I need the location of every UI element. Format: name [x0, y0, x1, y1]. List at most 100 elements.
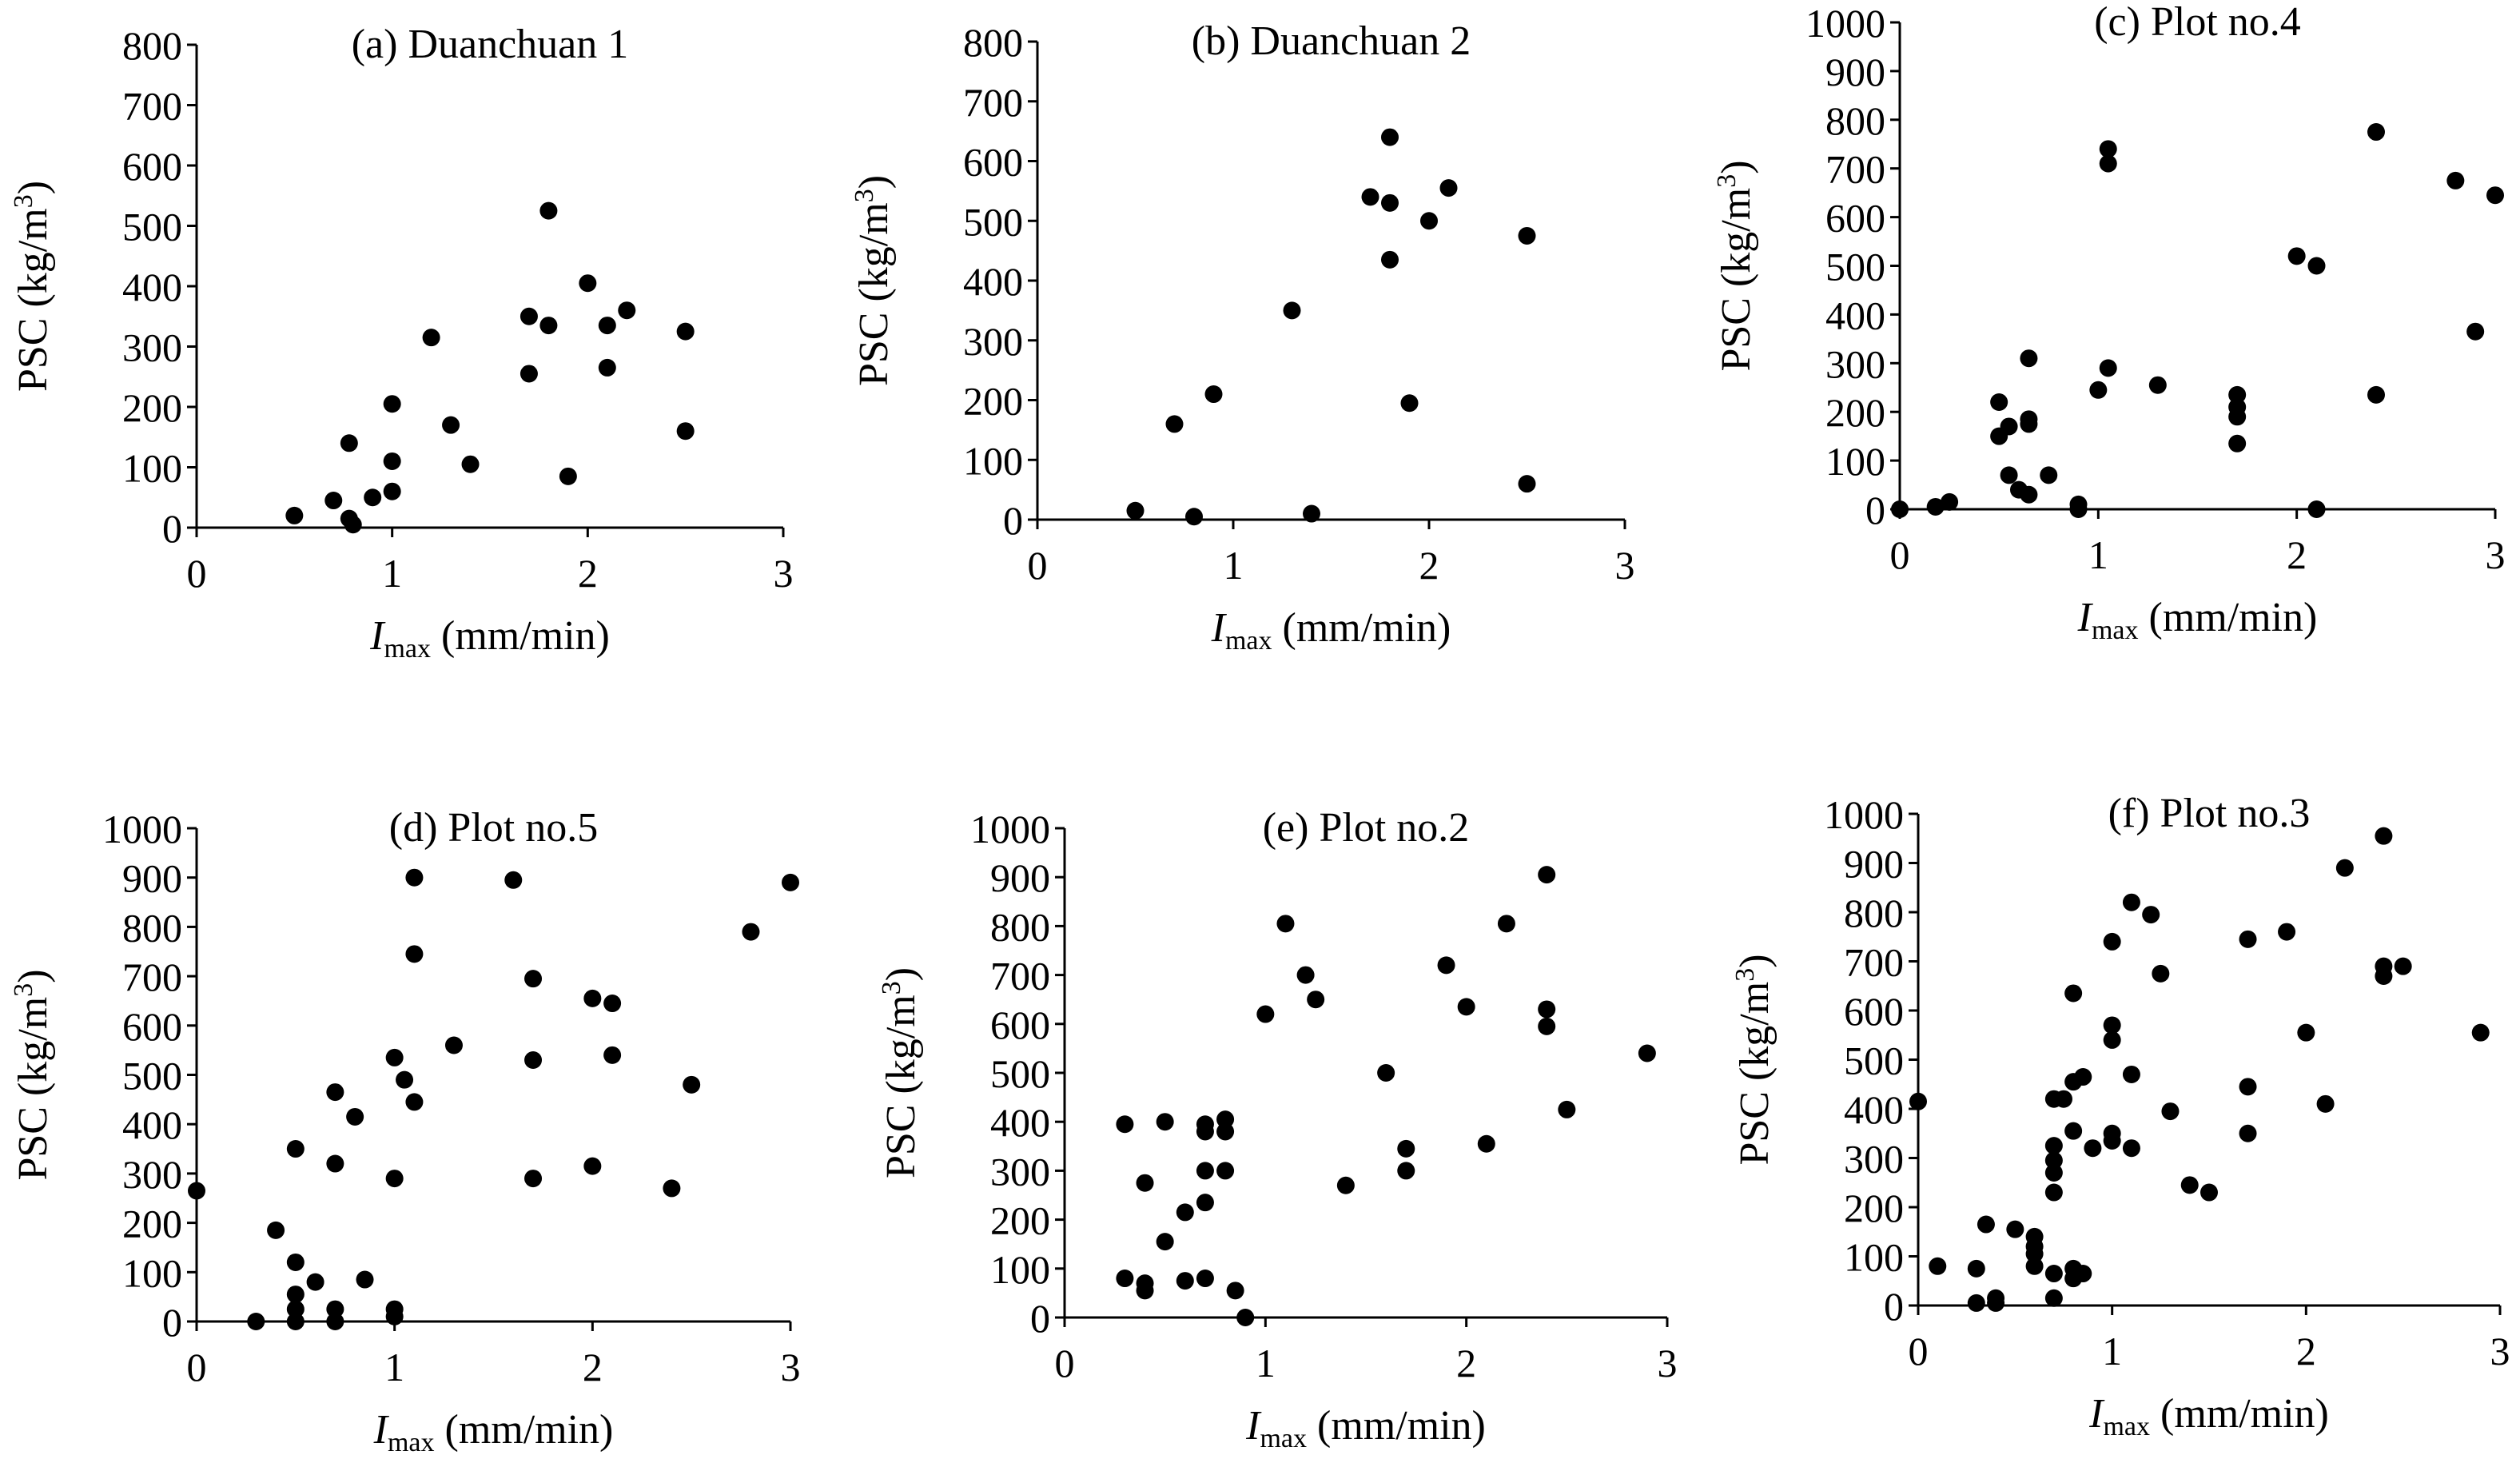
data-point	[326, 1300, 344, 1318]
data-point	[2471, 1023, 2490, 1042]
data-point	[1990, 393, 2008, 412]
data-point	[326, 1154, 344, 1173]
y-axis-label-text: PSC (kg/m	[851, 202, 897, 386]
y-axis-label-superscript: 3	[1730, 968, 1760, 982]
data-point	[356, 1270, 374, 1289]
data-point	[306, 1273, 324, 1291]
y-tick-label: 500	[990, 1051, 1050, 1096]
y-tick-label: 300	[1825, 341, 1885, 386]
x-axis-label: Imax (mm/min)	[1211, 605, 1451, 656]
data-point	[1558, 1100, 1576, 1118]
data-point	[396, 1070, 414, 1089]
data-point	[2044, 1163, 2063, 1182]
data-point	[285, 506, 304, 524]
x-tick-label: 3	[774, 551, 794, 596]
data-point	[1165, 415, 1184, 433]
data-point	[1196, 1194, 1214, 1212]
y-axis-label-superscript: 3	[850, 189, 879, 202]
chart-title: (a) Duanchuan 1	[352, 22, 629, 67]
data-point	[385, 1170, 404, 1188]
y-tick-label: 0	[1003, 498, 1023, 543]
y-tick-label: 1000	[102, 807, 182, 851]
data-point	[1116, 1270, 1134, 1288]
x-tick-label: 3	[2486, 532, 2506, 577]
y-axis-label-superscript: 3	[877, 981, 906, 995]
y-tick-label: 100	[122, 1250, 182, 1295]
x-tick-label: 2	[583, 1345, 603, 1389]
data-point	[2025, 1257, 2044, 1275]
data-point	[2103, 932, 2121, 951]
data-point	[405, 945, 424, 963]
data-point	[286, 1140, 305, 1158]
data-point	[1307, 991, 1325, 1009]
y-tick-label: 900	[122, 856, 182, 901]
x-axis-label-symbol: I	[2077, 595, 2094, 640]
data-point	[539, 201, 558, 220]
y-tick-label: 200	[1825, 390, 1885, 435]
chart-title: (f) Plot no.3	[2108, 791, 2311, 836]
y-tick-label: 500	[1825, 245, 1885, 289]
data-point	[2367, 123, 2385, 142]
data-point	[1638, 1044, 1656, 1062]
data-point	[442, 416, 460, 434]
data-point	[1437, 956, 1455, 975]
data-point	[2335, 859, 2354, 877]
data-point	[2228, 434, 2247, 452]
data-point	[1196, 1270, 1214, 1288]
y-tick-label: 400	[990, 1100, 1050, 1145]
y-axis-label-close: )	[1732, 954, 1778, 967]
y-axis-label: PSC (kg/m3)	[1712, 160, 1759, 371]
y-tick-label: 600	[122, 1004, 182, 1049]
data-point	[2044, 1289, 2063, 1307]
data-point	[364, 488, 382, 507]
data-point	[2446, 171, 2465, 189]
data-point	[2375, 967, 2393, 985]
data-point	[520, 365, 538, 383]
x-axis-label-unit: (mm/min)	[435, 1407, 614, 1453]
data-point	[2064, 1122, 2083, 1140]
data-point	[1967, 1294, 1985, 1312]
x-tick-label: 0	[187, 551, 207, 596]
data-point	[326, 1313, 344, 1330]
data-point	[2200, 1183, 2218, 1202]
y-tick-label: 800	[963, 20, 1023, 65]
data-point	[1397, 1162, 1415, 1180]
data-point	[2239, 1078, 2257, 1096]
y-axis-label: PSC (kg/m3)	[850, 175, 897, 386]
y-tick-label: 100	[1825, 439, 1885, 484]
y-tick-label: 400	[1825, 293, 1885, 337]
data-point	[2074, 1068, 2092, 1086]
y-tick-label: 800	[122, 905, 182, 950]
data-point	[1518, 226, 1536, 245]
data-point	[524, 970, 543, 988]
y-tick-label: 800	[990, 904, 1050, 949]
data-point	[2486, 186, 2504, 205]
data-point	[1236, 1309, 1255, 1326]
y-tick-label: 400	[122, 265, 182, 309]
y-axis-label-superscript: 3	[9, 194, 38, 208]
x-axis-label-unit: (mm/min)	[1272, 605, 1451, 651]
y-tick-label: 700	[1825, 147, 1885, 192]
y-axis-label: PSC (kg/m3)	[9, 969, 56, 1180]
y-tick-label: 600	[1825, 196, 1885, 241]
x-tick-label: 0	[1055, 1341, 1075, 1385]
data-point	[2307, 257, 2326, 275]
y-tick-label: 1000	[1805, 1, 1885, 46]
data-point	[1477, 1134, 1495, 1153]
data-point	[504, 871, 523, 889]
data-point	[422, 329, 440, 347]
data-point	[2103, 1030, 2121, 1049]
data-point	[2161, 1102, 2180, 1121]
y-axis-label-superscript: 3	[9, 983, 38, 997]
data-point	[1216, 1122, 1235, 1141]
data-point	[1303, 504, 1320, 523]
y-tick-label: 300	[122, 325, 182, 370]
data-point	[1196, 1122, 1214, 1141]
y-tick-label: 100	[1844, 1235, 1904, 1280]
y-tick-label: 100	[963, 438, 1023, 483]
data-point	[2122, 1065, 2140, 1083]
data-point	[1538, 1017, 1556, 1035]
